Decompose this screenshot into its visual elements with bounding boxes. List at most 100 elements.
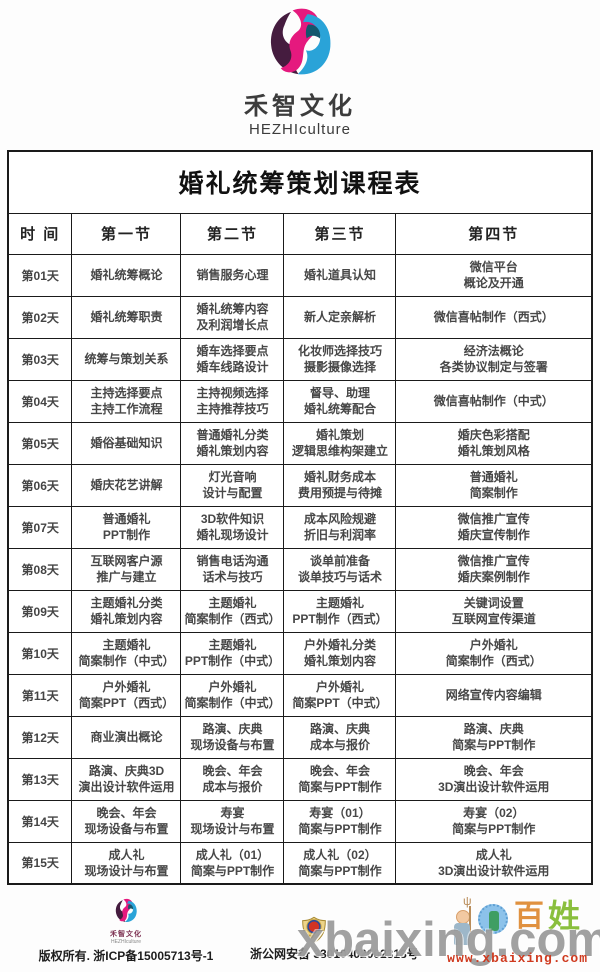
day-cell: 第11天 — [7, 673, 73, 717]
course-cell: 成人礼 3D演出设计软件运用 — [395, 841, 593, 885]
day-cell: 第05天 — [7, 421, 73, 465]
course-cell: 户外婚礼 简案制作（西式） — [395, 631, 593, 675]
watermark-url-text: www.xbaixing.com — [447, 951, 588, 966]
course-cell: 网络宣传内容编辑 — [395, 673, 593, 717]
course-cell: 成本风险规避 折旧与利润率 — [283, 505, 397, 549]
brand-name-en: HEZHIculture — [248, 121, 352, 138]
mascot-char-bai: 百 — [514, 900, 544, 933]
column-header-1: 第一节 — [71, 212, 182, 255]
course-cell: 寿宴（02） 简案与PPT制作 — [395, 799, 593, 843]
course-cell: 路演、庆典 现场设备与布置 — [180, 715, 285, 759]
course-cell: 销售服务心理 — [180, 253, 285, 297]
course-cell: 路演、庆典 成本与报价 — [283, 715, 397, 759]
table-row: 第12天 商业演出概论 路演、庆典 现场设备与布置 路演、庆典 成本与报价 路演、庆典 … — [7, 715, 593, 759]
day-cell: 第04天 — [7, 379, 73, 423]
course-cell: 普通婚礼分类 婚礼策划内容 — [180, 421, 285, 465]
course-cell: 婚车选择要点 婚车线路设计 — [180, 337, 285, 381]
table-row: 第06天 婚庆花艺讲解 灯光音响 设计与配置 婚礼财务成本 费用预提与待摊 普通婚礼 简… — [7, 463, 593, 507]
course-cell: 经济法概论 各类协议制定与签署 — [395, 337, 593, 381]
table-title: 婚礼统筹策划课程表 — [7, 150, 593, 214]
footer-brand-name-cn: 禾智文化 — [110, 931, 142, 938]
public-security-beian-text: 浙公网安备 33010402002313号 — [250, 947, 419, 961]
baixing-mascot-logo: 百 姓 — [452, 894, 592, 956]
table-row: 第14天 晚会、年会 现场设备与布置 寿宴 现场设计与布置 寿宴（01） 简案与PPT… — [7, 799, 593, 843]
day-cell: 第13天 — [7, 757, 73, 801]
footer-brand-logo-icon — [113, 898, 139, 924]
course-cell: 寿宴 现场设计与布置 — [180, 799, 285, 843]
course-schedule-table: 婚礼统筹策划课程表 时 间第一节 第二节 第三节 第四节 第01天 婚礼统筹概论 销售服务… — [6, 150, 594, 885]
course-cell: 新人定亲解析 — [283, 295, 397, 339]
column-header-0: 时 间 — [7, 212, 73, 255]
course-cell: 统筹与策划关系 — [71, 337, 182, 381]
course-cell: 主题婚礼 简案制作（西式） — [180, 589, 285, 633]
table-row: 第03天 统筹与策划关系 婚车选择要点 婚车线路设计 化妆师选择技巧 摄影摄像选择 经济… — [7, 337, 593, 381]
column-header-3: 第三节 — [283, 212, 397, 255]
column-header-2: 第二节 — [180, 212, 285, 255]
course-cell: 主题婚礼 PPT制作（中式） — [180, 631, 285, 675]
course-cell: 晚会、年会 简案与PPT制作 — [283, 757, 397, 801]
course-cell: 成人礼 现场设计与布置 — [71, 841, 182, 885]
course-cell: 互联网客户源 推广与建立 — [71, 547, 182, 591]
column-header-row: 时 间第一节 第二节 第三节 第四节 — [7, 212, 593, 255]
course-cell: 主持视频选择 主持推荐技巧 — [180, 379, 285, 423]
course-cell: 微信喜帖制作（中式） — [395, 379, 593, 423]
table-row: 第01天 婚礼统筹概论 销售服务心理 婚礼道具认知 微信平台 概论及开通 — [7, 253, 593, 297]
course-cell: 寿宴（01） 简案与PPT制作 — [283, 799, 397, 843]
course-cell: 商业演出概论 — [71, 715, 182, 759]
table-row: 第04天 主持选择要点 主持工作流程 主持视频选择 主持推荐技巧 督导、助理 婚礼统筹… — [7, 379, 593, 423]
day-cell: 第02天 — [7, 295, 73, 339]
course-cell: 婚俗基础知识 — [71, 421, 182, 465]
page-footer: 禾智文化 HEZHIculture 版权所有. 浙ICP备15005713号-1… — [0, 894, 600, 972]
column-header-4: 第四节 — [395, 212, 593, 255]
blue-rosette-icon — [478, 904, 508, 934]
course-cell: 晚会、年会 成本与报价 — [180, 757, 285, 801]
table-row: 第05天 婚俗基础知识 普通婚礼分类 婚礼策划内容 婚礼策划 逻辑思维构架建立 婚庆色彩… — [7, 421, 593, 465]
mascot-char-xing: 姓 — [548, 898, 581, 934]
course-cell: 主题婚礼分类 婚礼策划内容 — [71, 589, 182, 633]
table-row: 第08天 互联网客户源 推广与建立 销售电话沟通 话术与技巧 谈单前准备 谈单技巧与话… — [7, 547, 593, 591]
day-cell: 第08天 — [7, 547, 73, 591]
course-cell: 婚礼财务成本 费用预提与待摊 — [283, 463, 397, 507]
course-cell: 谈单前准备 谈单技巧与话术 — [283, 547, 397, 591]
course-cell: 主持选择要点 主持工作流程 — [71, 379, 182, 423]
course-cell: 微信平台 概论及开通 — [395, 253, 593, 297]
course-cell: 晚会、年会 3D演出设计软件运用 — [395, 757, 593, 801]
police-badge-icon — [302, 916, 326, 944]
course-cell: 普通婚礼 PPT制作 — [71, 505, 182, 549]
day-cell: 第12天 — [7, 715, 73, 759]
table-title-row: 婚礼统筹策划课程表 — [7, 150, 593, 214]
table-row: 第13天 路演、庆典3D 演出设计软件运用 晚会、年会 成本与报价 晚会、年会 简案与… — [7, 757, 593, 801]
table-row: 第15天 成人礼 现场设计与布置 成人礼（01） 简案与PPT制作 成人礼（02） 简… — [7, 841, 593, 885]
day-cell: 第14天 — [7, 799, 73, 843]
day-cell: 第10天 — [7, 631, 73, 675]
course-cell: 婚礼道具认知 — [283, 253, 397, 297]
table-row: 第02天 婚礼统筹职责 婚礼统筹内容 及利润增长点 新人定亲解析 微信喜帖制作（西式） — [7, 295, 593, 339]
course-cell: 成人礼（01） 简案与PPT制作 — [180, 841, 285, 885]
course-cell: 销售电话沟通 话术与技巧 — [180, 547, 285, 591]
footer-brand-block: 禾智文化 HEZHIculture 版权所有. 浙ICP备15005713号-1 — [26, 898, 226, 964]
footer-brand-name-en: HEZHIculture — [110, 939, 141, 945]
course-cell: 婚庆花艺讲解 — [71, 463, 182, 507]
course-cell: 婚礼策划 逻辑思维构架建立 — [283, 421, 397, 465]
day-cell: 第07天 — [7, 505, 73, 549]
course-cell: 3D软件知识 婚礼现场设计 — [180, 505, 285, 549]
pitchfork-icon — [463, 894, 472, 932]
course-cell: 晚会、年会 现场设备与布置 — [71, 799, 182, 843]
farmer-mascot-icon — [452, 894, 472, 950]
course-cell: 化妆师选择技巧 摄影摄像选择 — [283, 337, 397, 381]
course-cell: 户外婚礼 简案PPT（中式） — [283, 673, 397, 717]
table-row: 第09天 主题婚礼分类 婚礼策划内容 主题婚礼 简案制作（西式） 主题婚礼 PPT制作… — [7, 589, 593, 633]
page-header: 禾智文化 HEZHIculture — [0, 0, 600, 150]
course-cell: 路演、庆典3D 演出设计软件运用 — [71, 757, 182, 801]
course-cell: 婚礼统筹职责 — [71, 295, 182, 339]
day-cell: 第15天 — [7, 841, 73, 885]
course-cell: 户外婚礼 简案制作（中式） — [180, 673, 285, 717]
course-cell: 户外婚礼 简案PPT（西式） — [71, 673, 182, 717]
course-cell: 婚庆色彩搭配 婚礼策划风格 — [395, 421, 593, 465]
course-cell: 关键词设置 互联网宣传渠道 — [395, 589, 593, 633]
day-cell: 第01天 — [7, 253, 73, 297]
day-cell: 第03天 — [7, 337, 73, 381]
course-cell: 普通婚礼 简案制作 — [395, 463, 593, 507]
course-cell: 主题婚礼 PPT制作（西式） — [283, 589, 397, 633]
brand-logo-icon — [263, 6, 337, 80]
